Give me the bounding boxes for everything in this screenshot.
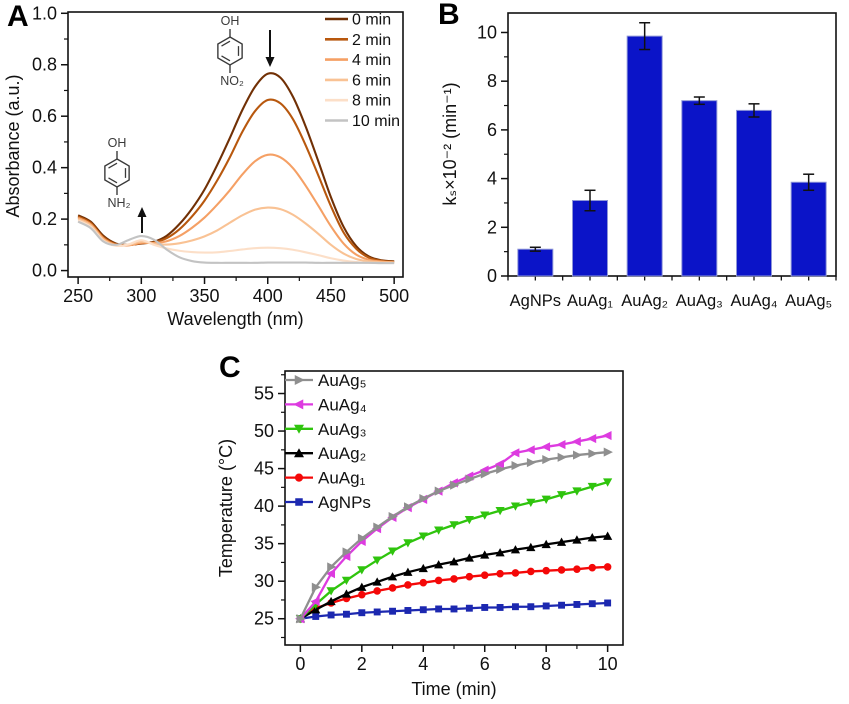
molecule-structure: OH NH₂ [104, 136, 131, 210]
plot-frame [67, 11, 404, 278]
y-tick-label: 25 [254, 609, 274, 629]
legend-label: 8 min [352, 93, 391, 110]
y-axis-title: Temperature (°C) [216, 439, 236, 577]
series-AuAg₅ [296, 447, 613, 624]
axes: 0.0 0.2 0.4 0.6 0.8 1.0 250 300 350 400 450 500 [32, 3, 409, 306]
x-axis-title: Time (min) [411, 679, 496, 699]
y-tick-label: 45 [254, 459, 274, 479]
panel-b-label: B [438, 0, 460, 31]
panel-a-spectra-chart: 0.0 0.2 0.4 0.6 0.8 1.0 250 300 350 400 450 500 Wave… [3, 3, 409, 329]
y-tick-label: 0.4 [32, 158, 57, 178]
temperature-series [295, 430, 613, 624]
y-tick-label: 6 [487, 120, 497, 140]
y-axis-title: kₛ×10⁻² (min⁻¹) [440, 82, 460, 205]
bar-AgNPs [517, 248, 554, 277]
curve-8min [77, 219, 395, 265]
legend-label: AuAg₅ [318, 371, 366, 390]
legend-label: AuAg₄ [318, 395, 367, 414]
y-tick-label: 55 [254, 384, 274, 404]
y-tick-label: 50 [254, 421, 274, 441]
legend-label: 10 min [352, 113, 400, 130]
y-tick-label: 0 [487, 266, 497, 286]
legend-label: 6 min [352, 72, 391, 89]
molecule-top-label: OH [221, 14, 240, 28]
bars: AgNPs AuAg₁ AuAg₂ AuAg₃ AuAg₄ AuAg₅ [507, 21, 837, 310]
x-axis-title: Wavelength (nm) [167, 309, 303, 329]
curve-6min [77, 206, 395, 264]
panel-b-rate-constant-bar-chart: 0 2 4 6 8 10 kₛ×10⁻² (min⁻¹) AgNPs AuAg₁ AuAg₂ AuA… [440, 12, 837, 310]
bar-AuAg₁ [572, 200, 608, 277]
x-tick-label: 8 [541, 654, 551, 674]
x-tick-label: 500 [379, 286, 409, 306]
bar-AuAg₅ [790, 181, 827, 277]
molecule-structure: OH NO₂ [217, 14, 244, 88]
legend: AuAg₅ AuAg₄ AuAg₃ AuAg₂ AuAg₁ AgNPs [285, 371, 371, 512]
legend-label: 2 min [352, 32, 391, 49]
y-tick-label: 1.0 [32, 3, 57, 23]
category-label: AuAg₄ [730, 292, 777, 310]
x-tick-label: 400 [253, 286, 283, 306]
y-tick-label: 0.2 [32, 209, 57, 229]
x-tick-label: 250 [63, 286, 93, 306]
axes: 0 2 4 6 8 10 [477, 12, 837, 286]
molecule-top-label: OH [108, 136, 127, 150]
molecule-bottom-label: NH₂ [108, 196, 131, 210]
legend-label: AuAg₂ [318, 444, 366, 463]
x-tick-label: 2 [357, 654, 367, 674]
plot-frame [507, 12, 837, 277]
x-tick-label: 4 [418, 654, 428, 674]
legend-label: 4 min [352, 52, 391, 69]
y-tick-label: 8 [487, 71, 497, 91]
category-label: AuAg₃ [676, 292, 723, 310]
y-tick-label: 40 [254, 496, 274, 516]
x-tick-label: 450 [316, 286, 346, 306]
series-AuAg₂ [295, 531, 613, 623]
y-tick-label: 35 [254, 534, 274, 554]
panel-a-label: A [7, 0, 29, 33]
y-tick-label: 10 [477, 22, 497, 42]
curve-10min [77, 220, 395, 265]
bar-AuAg₄ [736, 109, 772, 277]
legend-label: AuAg₁ [318, 469, 366, 488]
panel-c-label: C [219, 351, 241, 384]
y-tick-label: 0.6 [32, 106, 57, 126]
y-tick-label: 4 [487, 169, 497, 189]
category-label: AuAg₂ [621, 292, 668, 310]
series-AgNPs [296, 599, 612, 623]
category-label: AgNPs [510, 292, 561, 310]
legend-label: AuAg₃ [318, 420, 367, 439]
legend-label: AgNPs [318, 493, 371, 512]
bar-AuAg₃ [681, 100, 718, 277]
legend-label: 0 min [352, 12, 391, 29]
axes: 25 30 35 40 45 50 55 0 2 4 6 8 10 [254, 370, 624, 674]
spectra-series [77, 72, 395, 265]
y-axis-title: Absorbance (a.u.) [3, 74, 23, 217]
x-tick-label: 0 [295, 654, 305, 674]
x-tick-label: 10 [598, 654, 618, 674]
y-tick-label: 0.8 [32, 55, 57, 75]
legend: 0 min 2 min 4 min 6 min 8 min 10 min [325, 12, 400, 130]
y-tick-label: 30 [254, 571, 274, 591]
x-tick-label: 300 [126, 286, 156, 306]
molecule-bottom-label: NO₂ [220, 74, 244, 88]
category-label: AuAg₅ [785, 292, 832, 310]
x-tick-label: 350 [190, 286, 220, 306]
y-tick-label: 0.0 [32, 261, 57, 281]
x-tick-label: 6 [480, 654, 490, 674]
panel-c-temperature-chart: 25 30 35 40 45 50 55 0 2 4 6 8 10 Time (min) Temperatu… [216, 370, 624, 699]
y-tick-label: 2 [487, 217, 497, 237]
bar-AuAg₂ [626, 35, 663, 277]
category-label: AuAg₁ [567, 292, 613, 310]
